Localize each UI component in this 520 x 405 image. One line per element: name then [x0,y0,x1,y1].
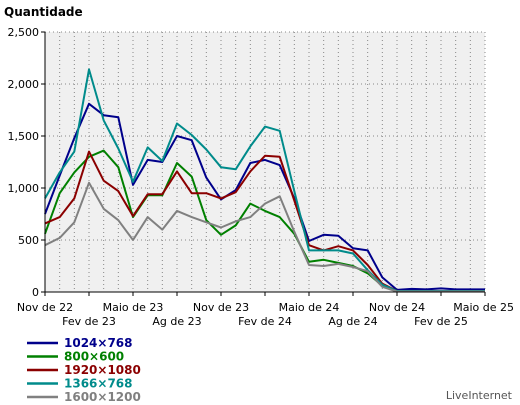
x-tick-label: Ag de 24 [328,315,377,328]
y-ticks: 0 500 1,000 1,500 2,000 2,500 [8,26,45,299]
x-tick-label: Nov de 24 [369,301,425,314]
x-tick-label: Maio de 24 [279,301,340,314]
x-tick-label: Maio de 23 [103,301,164,314]
x-tick-label: Fev de 23 [62,315,116,328]
y-tick-label: 500 [18,234,39,247]
x-tick-label: Ag de 23 [152,315,201,328]
legend-label: 1920×1080 [64,363,141,377]
y-tick-label: 2,500 [8,26,40,39]
x-tick-label: Fev de 25 [414,315,468,328]
legend: 1024×768800×6001920×10801366×7681600×120… [27,336,141,404]
grid [45,31,486,292]
y-tick-label: 0 [32,286,39,299]
credit-label: LiveInternet [446,389,513,402]
series-line-1 [44,102,485,291]
x-tick-label: Nov de 23 [193,301,249,314]
legend-label: 1024×768 [64,336,133,350]
x-tick-label: Nov de 22 [17,301,73,314]
x-ticks: Nov de 22 Maio de 23 Nov de 23 Maio de 24 No… [17,292,514,328]
legend-label: 1600×1200 [64,390,141,404]
x-tick-label: Fev de 24 [238,315,292,328]
x-tick-label: Maio de 25 [453,301,514,314]
legend-label: 800×600 [64,350,124,364]
y-tick-label: 1,000 [8,182,40,195]
legend-label: 1366×768 [64,377,133,391]
y-tick-label: 1,500 [8,130,40,143]
y-tick-label: 2,000 [8,78,40,91]
y-axis-title: Quantidade [4,5,83,19]
